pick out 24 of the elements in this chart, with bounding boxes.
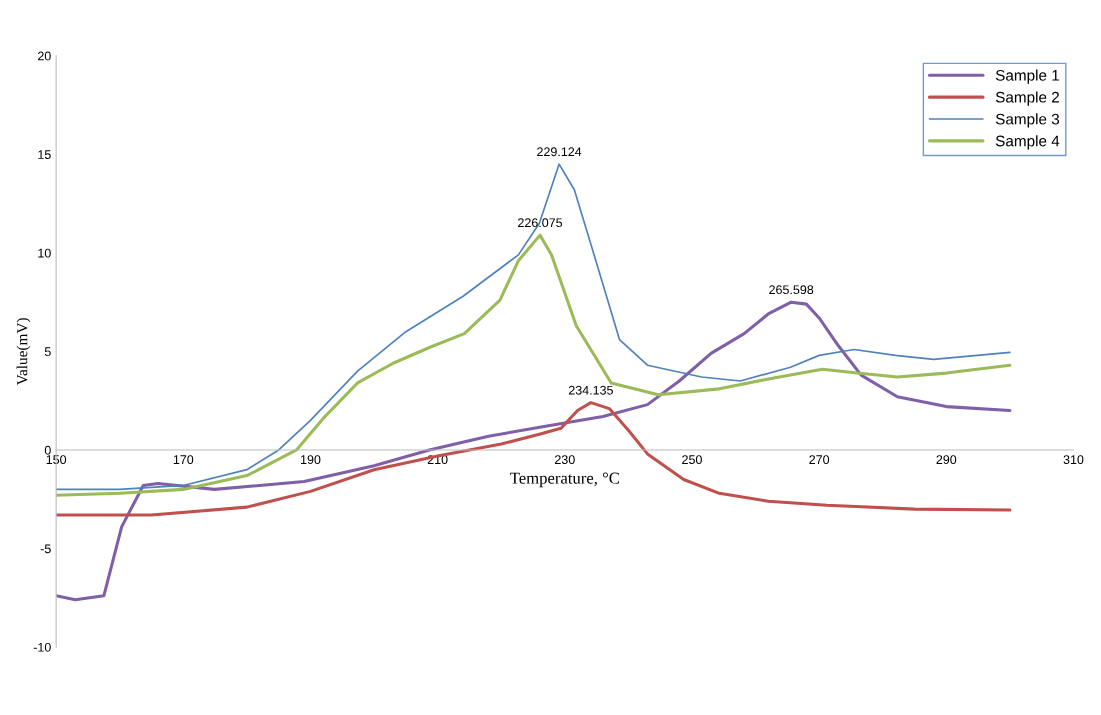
x-tick-label: 290: [936, 455, 957, 465]
legend-label: Sample 3: [995, 113, 1060, 128]
legend-label: Sample 2: [995, 91, 1059, 106]
y-tick-label: 20: [38, 51, 51, 61]
annotation: 265.598: [769, 285, 814, 295]
y-tick-label: 0: [44, 445, 51, 455]
y-tick-label: 5: [44, 347, 51, 357]
y-tick-label: 10: [38, 248, 51, 258]
x-tick-label: 250: [682, 455, 702, 465]
x-tick-label: 230: [555, 455, 575, 465]
y-tick-label: -5: [40, 544, 51, 554]
x-tick-label: 310: [1063, 455, 1084, 465]
x-tick-label: 190: [301, 455, 321, 465]
y-axis-title: Value(mV): [16, 318, 31, 386]
x-axis-title: Temperature, °C: [510, 472, 619, 488]
x-tick-label: 150: [46, 455, 67, 465]
x-tick-label: 170: [173, 455, 194, 465]
x-tick-label: 270: [809, 455, 830, 465]
annotation: 234.135: [568, 385, 613, 395]
legend-label: Sample 1: [995, 69, 1059, 84]
y-tick-label: -10: [33, 642, 51, 652]
y-tick-label: 15: [38, 150, 51, 159]
legend-label: Sample 4: [995, 135, 1060, 150]
annotation: 229.124: [537, 147, 582, 157]
